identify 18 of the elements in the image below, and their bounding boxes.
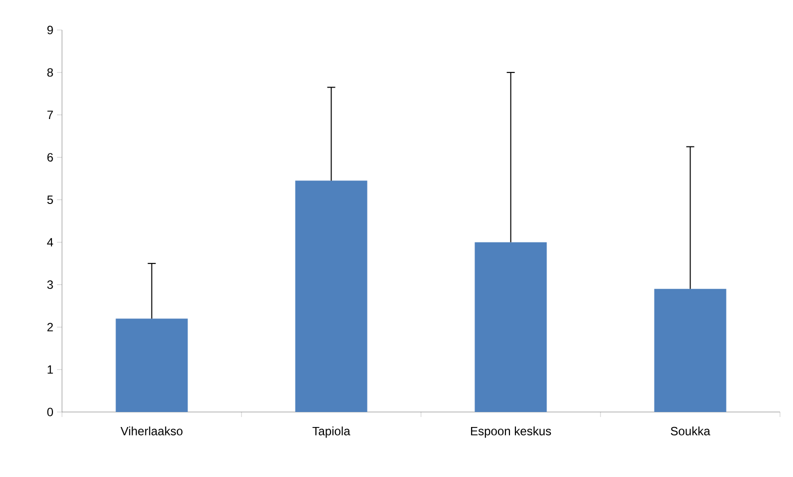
y-tick-label: 2 [47,322,53,332]
y-tick-label: 1 [48,365,53,374]
x-tick-label: Tapiola [312,426,350,438]
bar [474,242,547,412]
bar [116,318,188,412]
y-tick-label: 0 [47,408,54,416]
x-tick-label: Viherlaakso [120,426,182,436]
bar [295,180,368,412]
y-tick-label: 6 [47,153,53,162]
x-tick-label: Espoon keskus [471,426,551,438]
x-tick-label: Soukka [670,426,710,436]
y-tick-label: 8 [47,68,53,77]
y-tick-label: 7 [47,110,53,120]
y-tick-label: 5 [47,196,53,204]
y-tick-label: 9 [47,26,53,34]
bar [654,288,726,412]
y-tick-label: 4 [47,238,54,246]
y-tick-label: 3 [47,280,53,289]
